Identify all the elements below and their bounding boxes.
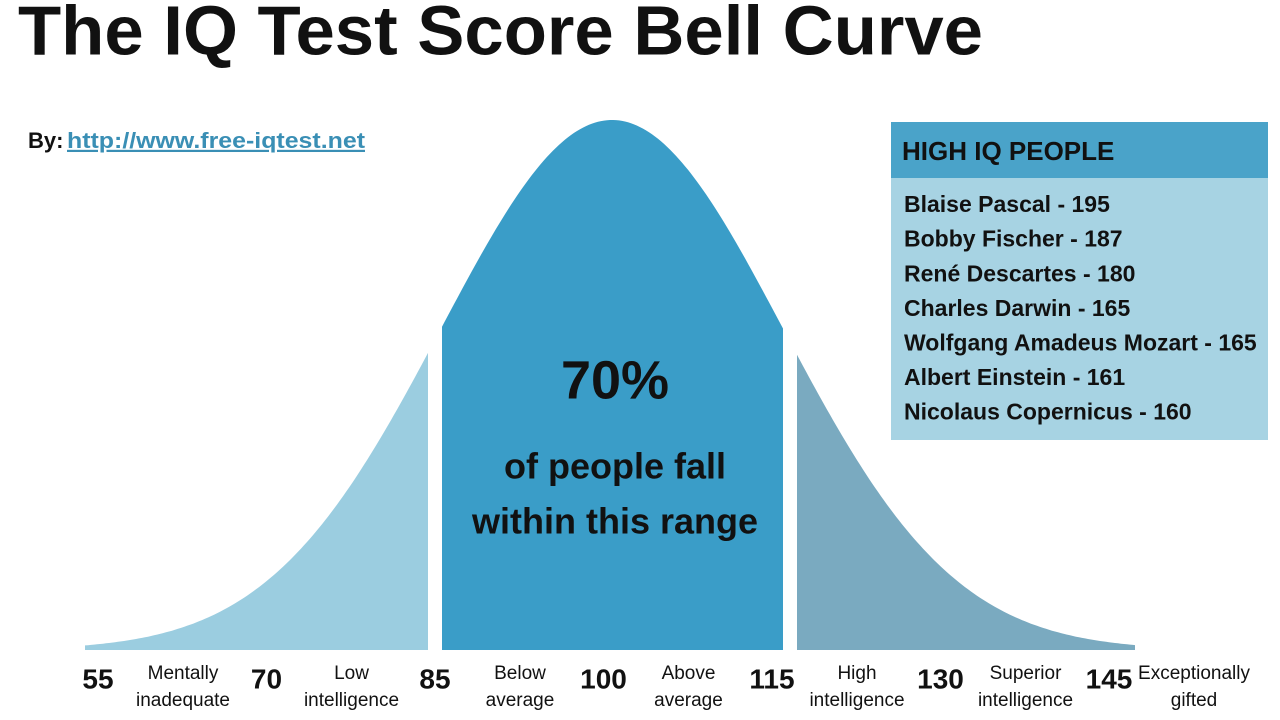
curve-segment bbox=[442, 120, 783, 650]
score-label: 55 bbox=[82, 663, 113, 694]
band-label: Above bbox=[662, 663, 716, 684]
person: Nicolaus Copernicus - 160 bbox=[904, 399, 1192, 425]
high-iq-heading: HIGH IQ PEOPLE bbox=[902, 136, 1114, 166]
person: Charles Darwin - 165 bbox=[904, 295, 1130, 321]
center-percent: 70% bbox=[561, 350, 669, 410]
score-axis: 55 70 85 100 115 130 145 Mentally inadequate Low i… bbox=[82, 663, 1250, 711]
byline-link[interactable]: http://www.free-iqtest.net bbox=[67, 128, 366, 153]
band-label: High bbox=[837, 663, 876, 684]
band-label: inadequate bbox=[136, 690, 230, 711]
band-label: intelligence bbox=[978, 690, 1073, 711]
person: Bobby Fischer - 187 bbox=[904, 226, 1123, 252]
score-label: 85 bbox=[419, 663, 450, 694]
curve-segment bbox=[85, 352, 428, 650]
people-list: Blaise Pascal - 195 Bobby Fischer - 187 Re… bbox=[904, 191, 1257, 425]
score-label: 100 bbox=[580, 663, 627, 694]
person: Blaise Pascal - 195 bbox=[904, 191, 1110, 217]
high-iq-header bbox=[891, 122, 1268, 178]
score-label: 145 bbox=[1086, 663, 1133, 694]
band-label: average bbox=[654, 690, 723, 711]
score-label: 70 bbox=[251, 663, 282, 694]
person: Albert Einstein - 161 bbox=[904, 364, 1125, 390]
band-label: Mentally bbox=[148, 663, 219, 684]
band-label: average bbox=[486, 690, 555, 711]
band-label: intelligence bbox=[304, 690, 399, 711]
band-label: Below bbox=[494, 663, 546, 684]
band-label: Low bbox=[334, 663, 369, 684]
curve-segment bbox=[797, 354, 1135, 650]
band-label: intelligence bbox=[809, 690, 904, 711]
person: René Descartes - 180 bbox=[904, 260, 1135, 286]
band-label: Superior bbox=[990, 663, 1062, 684]
center-caption: within this range bbox=[471, 501, 758, 542]
score-label: 130 bbox=[917, 663, 964, 694]
person: Wolfgang Amadeus Mozart - 165 bbox=[904, 329, 1257, 355]
title: The IQ Test Score Bell Curve bbox=[18, 0, 983, 69]
bell-curve bbox=[85, 120, 1135, 650]
band-label: gifted bbox=[1171, 690, 1217, 711]
score-label: 115 bbox=[749, 663, 794, 694]
band-label: Exceptionally bbox=[1138, 663, 1250, 684]
byline-label: By: bbox=[28, 128, 63, 153]
center-caption: of people fall bbox=[504, 446, 726, 487]
